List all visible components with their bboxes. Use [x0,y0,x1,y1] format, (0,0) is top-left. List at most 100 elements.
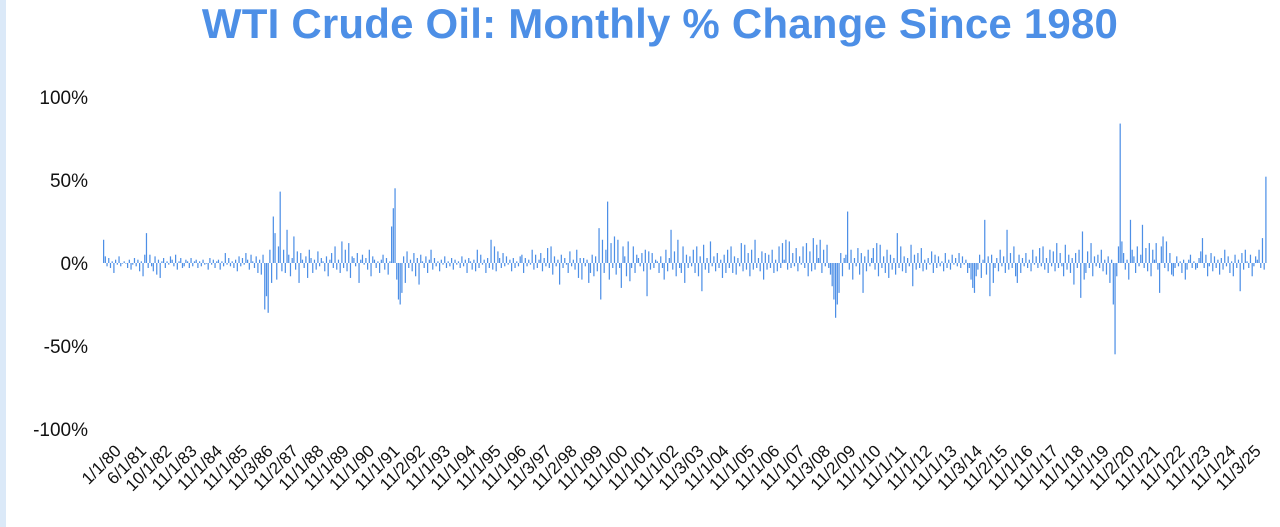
bar [1071,258,1073,263]
bar [1081,231,1084,263]
bar [1169,253,1171,263]
bar [301,259,304,263]
bar [1255,256,1257,263]
bar [173,263,175,267]
bar [315,263,317,270]
bar [368,249,370,263]
bar [1140,254,1142,263]
bar [1258,249,1260,263]
bar [517,263,520,267]
bar [1064,244,1066,263]
bar [927,258,929,263]
bar [161,261,163,263]
bar [1171,263,1173,275]
bar [1239,263,1241,292]
bar [739,263,741,267]
bar [133,258,136,263]
bar [1117,246,1120,263]
bar [214,263,216,268]
bar [1243,263,1245,270]
bar [401,263,403,293]
bar [281,263,283,272]
bar [531,249,533,263]
bar [970,263,972,280]
bar [125,263,127,264]
bar [631,263,633,268]
bar [1003,256,1005,263]
bar [313,259,316,263]
bar [673,251,676,263]
bar [375,263,377,268]
bar [581,263,583,280]
bar [277,246,280,263]
bar [211,263,213,265]
bar [872,248,874,263]
bar [679,263,681,268]
bar [1256,259,1258,263]
bar [1248,263,1250,268]
bar [461,256,463,263]
bar [643,263,645,272]
bar [545,263,547,267]
bar [939,263,941,267]
bar [524,258,526,263]
bar [289,263,292,277]
bar [243,263,245,265]
bar [963,263,965,265]
bar [469,261,472,263]
bar [552,263,554,275]
bar [216,261,218,263]
x-axis: 1/1/806/1/8110/1/8211/1/8311/1/8411/1/85… [78,441,1265,495]
bar [836,263,838,305]
bar [799,256,801,263]
bar [646,263,648,297]
bar [145,233,148,263]
bar [324,263,326,272]
bar [437,261,439,263]
bar [948,259,950,263]
bar [627,241,629,263]
bar [883,256,885,263]
bar [497,251,499,263]
bar [1176,256,1178,263]
bar [583,258,585,263]
bar [776,263,778,272]
bar [420,254,422,263]
bar [1162,236,1164,263]
bar [149,254,151,263]
bar [1001,263,1003,267]
bar [322,261,324,263]
bar [1181,263,1183,273]
bar [653,263,655,268]
bar [1011,263,1013,268]
bar [826,244,828,263]
bar [1237,259,1240,263]
bar [190,258,192,263]
bar [187,261,189,263]
bar [387,263,389,275]
bar [576,249,578,263]
bar [848,263,850,270]
bar [151,263,153,267]
bar [571,263,573,267]
bar [147,263,149,268]
bar [435,263,437,267]
bar [802,246,804,263]
bar [1188,259,1190,263]
bar [1032,249,1034,263]
bar [1135,263,1137,273]
bar [1155,243,1157,263]
bar [1008,263,1010,270]
bar [917,253,919,263]
bar [284,263,286,273]
bar [941,261,943,263]
bar [1015,263,1017,277]
bar [1088,263,1090,268]
bar [329,259,331,263]
bar [382,254,384,263]
bar [992,263,994,283]
bar [339,263,341,273]
bar [265,263,268,297]
bar [553,256,556,263]
bar [697,263,700,277]
